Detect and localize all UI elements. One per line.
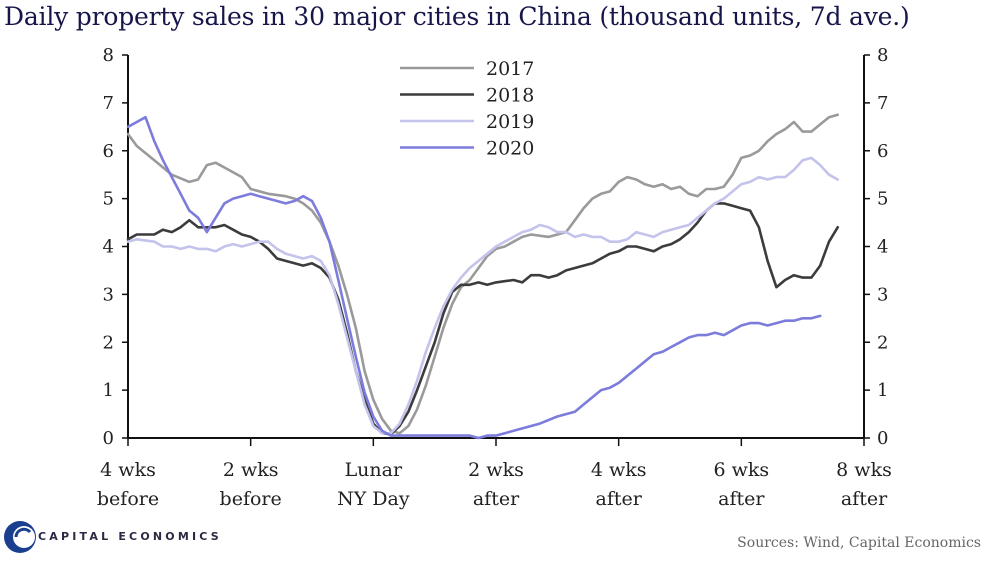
series-line-2018 <box>126 202 839 436</box>
x-tick-label-line1: 4 wks <box>591 459 647 481</box>
x-tick-label-line1: 2 wks <box>223 459 279 481</box>
y-tick-label-right: 5 <box>877 189 888 210</box>
x-tick-label-line2: NY Day <box>337 488 410 510</box>
y-tick-label-right: 1 <box>877 380 888 401</box>
y-tick-label: 2 <box>103 332 114 353</box>
capital-economics-logo <box>4 521 36 553</box>
x-tick-label-line2: before <box>220 488 282 510</box>
y-tick-label: 4 <box>103 237 114 258</box>
axes: 0 0 1 1 2 2 3 3 4 4 5 5 6 6 7 7 8 8 4 wks before 2 wks before… <box>97 45 892 510</box>
legend-label-2018: 2018 <box>486 85 534 107</box>
y-tick-label-right: 3 <box>877 284 888 305</box>
series-line-2019 <box>126 156 839 435</box>
legend-label-2020: 2020 <box>486 138 534 160</box>
x-tick-label-line2: before <box>97 488 159 510</box>
y-tick-label-right: 8 <box>877 45 888 66</box>
y-tick-label: 1 <box>103 380 114 401</box>
x-tick-label-line1: 2 wks <box>468 459 524 481</box>
legend: 2017 2018 2019 2020 <box>400 58 534 160</box>
y-tick-label-right: 4 <box>877 237 888 258</box>
x-tick-label-line2: after <box>718 488 765 510</box>
y-tick-label: 0 <box>103 428 114 449</box>
y-tick-label: 6 <box>103 141 114 162</box>
x-tick-label-line1: 6 wks <box>714 459 770 481</box>
x-tick-label-line2: after <box>596 488 643 510</box>
x-tick-label-line1: 8 wks <box>836 459 892 481</box>
series-line-2017 <box>126 113 839 435</box>
source-note: Sources: Wind, Capital Economics <box>737 535 981 551</box>
legend-label-2017: 2017 <box>486 58 534 80</box>
x-tick-label-line1: Lunar <box>345 459 403 481</box>
series-lines <box>126 113 839 440</box>
y-tick-label: 7 <box>103 93 114 114</box>
legend-label-2019: 2019 <box>486 111 534 133</box>
y-tick-label-right: 2 <box>877 332 888 353</box>
y-tick-label-right: 0 <box>877 428 888 449</box>
x-tick-label-line2: after <box>841 488 888 510</box>
y-tick-label: 3 <box>103 284 114 305</box>
series-line-2020 <box>126 115 822 440</box>
y-tick-label-right: 6 <box>877 141 888 162</box>
x-tick-label-line2: after <box>473 488 520 510</box>
brand-name: CAPITAL ECONOMICS <box>38 530 222 543</box>
chart-title: Daily property sales in 30 major cities … <box>4 2 910 31</box>
y-tick-label: 8 <box>103 45 114 66</box>
y-tick-label-right: 7 <box>877 93 888 114</box>
y-tick-label: 5 <box>103 189 114 210</box>
x-tick-label-line1: 4 wks <box>100 459 156 481</box>
